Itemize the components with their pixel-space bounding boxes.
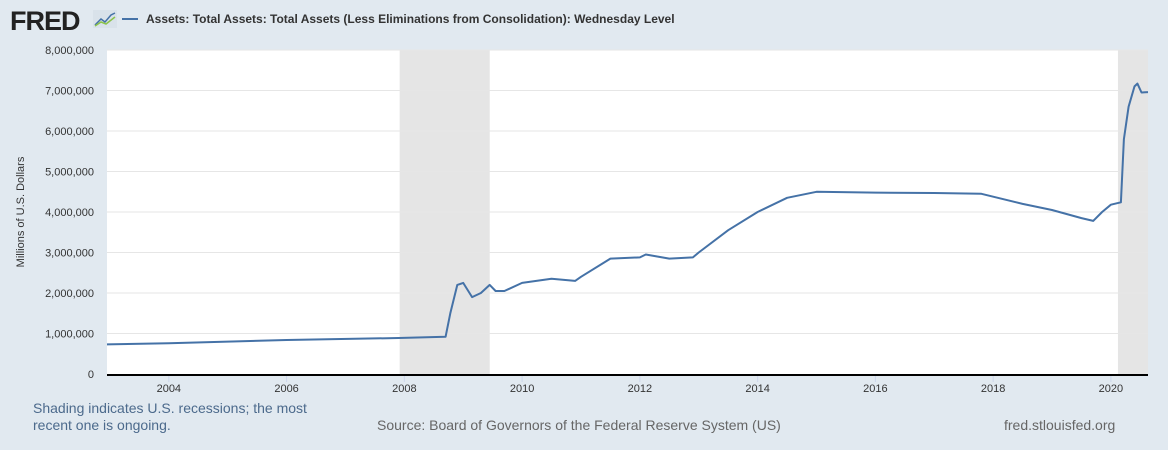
y-tick-label: 8,000,000 (45, 45, 94, 57)
fred-logo[interactable]: FRED (10, 6, 80, 36)
chart-logo-icon (93, 10, 117, 28)
site-link[interactable]: fred.stlouisfed.org (1004, 417, 1116, 433)
y-tick-label: 7,000,000 (45, 86, 94, 98)
legend-label: Assets: Total Assets: Total Assets (Less… (146, 12, 675, 26)
y-tick-label: 6,000,000 (45, 126, 94, 138)
y-tick-label: 4,000,000 (45, 207, 94, 219)
y-tick-label: 2,000,000 (45, 288, 94, 300)
x-tick-label: 2004 (157, 383, 181, 395)
x-tick-label: 2014 (745, 383, 769, 395)
x-tick-label: 2006 (274, 383, 298, 395)
y-tick-label: 1,000,000 (45, 329, 94, 341)
source-text: Source: Board of Governors of the Federa… (377, 417, 781, 433)
x-tick-label: 2020 (1099, 383, 1123, 395)
x-tick-label: 2010 (510, 383, 534, 395)
y-tick-label: 0 (88, 369, 94, 381)
x-tick-label: 2018 (981, 383, 1005, 395)
x-tick-label: 2016 (863, 383, 887, 395)
recession-note: Shading indicates U.S. recessions; the m… (33, 400, 307, 433)
y-axis-label: Millions of U.S. Dollars (15, 156, 27, 267)
y-tick-label: 5,000,000 (45, 167, 94, 179)
x-tick-label: 2008 (392, 383, 416, 395)
y-tick-label: 3,000,000 (45, 248, 94, 260)
legend-swatch (122, 18, 138, 20)
legend[interactable]: Assets: Total Assets: Total Assets (Less… (122, 12, 675, 26)
series-line (106, 82, 1149, 346)
x-tick-label: 2012 (628, 383, 652, 395)
